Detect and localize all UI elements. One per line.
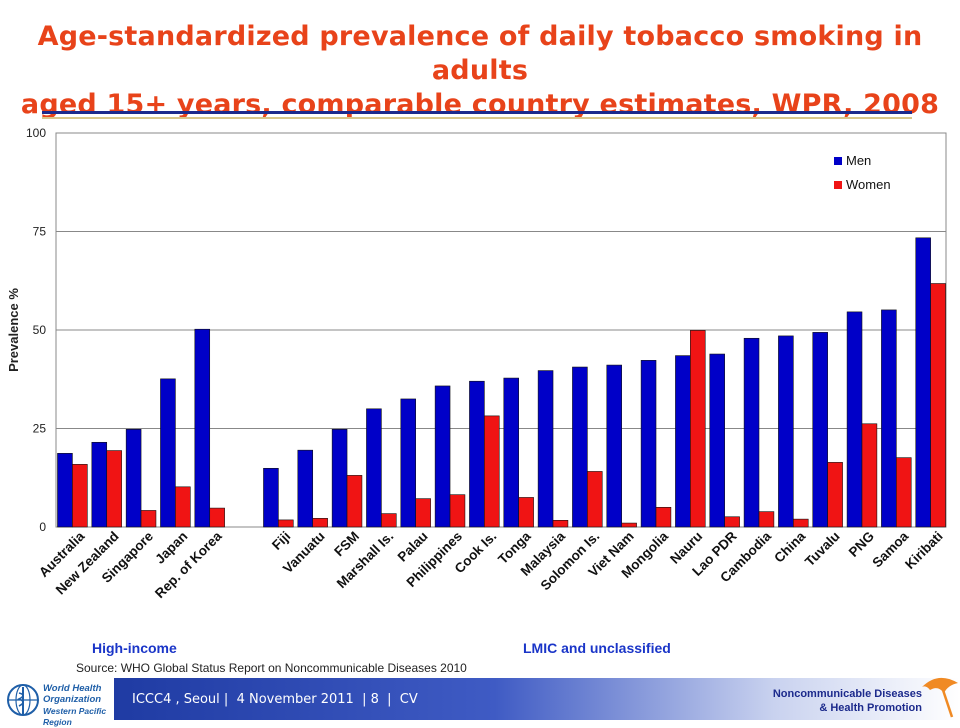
ncd-label-line-2: & Health Promotion xyxy=(819,702,922,714)
bar-women xyxy=(655,506,672,528)
who-text-line-1: World Health xyxy=(43,683,102,694)
title-rule-blue xyxy=(42,111,912,114)
bar-men xyxy=(297,449,314,528)
bar-men xyxy=(881,309,897,528)
x-tick-label: FSM xyxy=(331,529,362,560)
legend-swatch-men xyxy=(834,157,842,165)
bar-women xyxy=(861,423,878,528)
bar-women xyxy=(758,511,775,528)
bar-women xyxy=(72,464,88,528)
bar-women xyxy=(930,283,946,528)
bar-men xyxy=(331,428,348,528)
bar-women xyxy=(278,519,294,528)
x-tick-label: Fiji xyxy=(269,529,293,553)
bar-women xyxy=(346,475,363,528)
bar-women xyxy=(209,507,225,528)
bar-women xyxy=(381,513,397,528)
bar-men xyxy=(125,428,142,528)
bar-men xyxy=(503,377,519,528)
legend-swatch-women xyxy=(834,181,842,189)
y-tick-label: 50 xyxy=(33,323,47,337)
umbrella-logo-icon xyxy=(922,677,958,718)
title-line-1: Age-standardized prevalence of daily tob… xyxy=(37,21,923,86)
bar-men xyxy=(606,364,622,528)
bar-men xyxy=(160,378,176,528)
who-text-line-2: Organization xyxy=(43,694,102,705)
bar-men xyxy=(778,335,794,528)
bar-women xyxy=(621,522,637,528)
bar-women xyxy=(518,497,534,528)
bar-men xyxy=(572,366,588,528)
bar-women xyxy=(793,518,809,528)
x-tick-label: Tuvalu xyxy=(802,529,843,570)
who-logo: World Health Organization Western Pacifi… xyxy=(6,682,112,727)
ncd-label-line-1: Noncommunicable Diseases xyxy=(772,688,922,700)
y-axis-label: Prevalence % xyxy=(6,288,21,372)
y-tick-label: 100 xyxy=(26,126,46,140)
bar-women xyxy=(587,471,603,528)
bar-men xyxy=(709,353,725,528)
bar-men xyxy=(434,385,451,528)
bar-men xyxy=(743,337,760,528)
title-line-2: aged 15+ years, comparable country estim… xyxy=(20,89,940,120)
bar-men xyxy=(366,408,382,528)
bar-women xyxy=(449,494,466,528)
legend-label-women: Women xyxy=(846,177,891,192)
bar-women xyxy=(724,516,740,528)
y-tick-label: 75 xyxy=(33,225,47,239)
slide-title: Age-standardized prevalence of daily tob… xyxy=(0,20,960,122)
footer-band xyxy=(114,678,960,720)
title-rule-gold xyxy=(42,117,912,119)
footer-text: ICCC4 , Seoul | 4 November 2011 | 8 | CV xyxy=(132,692,418,707)
bar-men xyxy=(57,453,73,528)
legend-label-men: Men xyxy=(846,153,871,168)
source-note: Source: WHO Global Status Report on Nonc… xyxy=(76,661,467,675)
bar-women xyxy=(896,457,912,528)
bar-men xyxy=(194,328,211,528)
bar-women xyxy=(827,462,843,528)
bar-men xyxy=(812,332,828,528)
bar-women xyxy=(415,498,431,528)
bar-women xyxy=(312,518,328,528)
bar-men xyxy=(400,398,416,528)
bar-women xyxy=(175,486,191,528)
bar-women xyxy=(484,415,500,528)
bar-women xyxy=(552,520,569,528)
bar-men xyxy=(469,380,485,528)
group-label-high-income: High-income xyxy=(92,640,177,656)
x-tick-label: Kiribati xyxy=(902,529,945,572)
bar-men xyxy=(675,355,691,528)
bar-women xyxy=(140,510,157,528)
bar-men xyxy=(640,360,657,528)
bar-men xyxy=(91,441,108,528)
bar-men xyxy=(537,370,554,528)
bar-men xyxy=(846,311,863,528)
x-tick-label: PNG xyxy=(846,529,877,560)
bar-men xyxy=(263,467,279,528)
bar-men xyxy=(915,237,931,528)
bar-women xyxy=(690,330,706,528)
who-emblem-icon xyxy=(7,684,39,716)
who-text-line-3: Western Pacific Region xyxy=(43,706,107,727)
bar-women xyxy=(106,450,122,528)
y-tick-label: 0 xyxy=(39,520,46,534)
y-tick-label: 25 xyxy=(33,422,47,436)
group-label-lmic: LMIC and unclassified xyxy=(523,640,671,656)
